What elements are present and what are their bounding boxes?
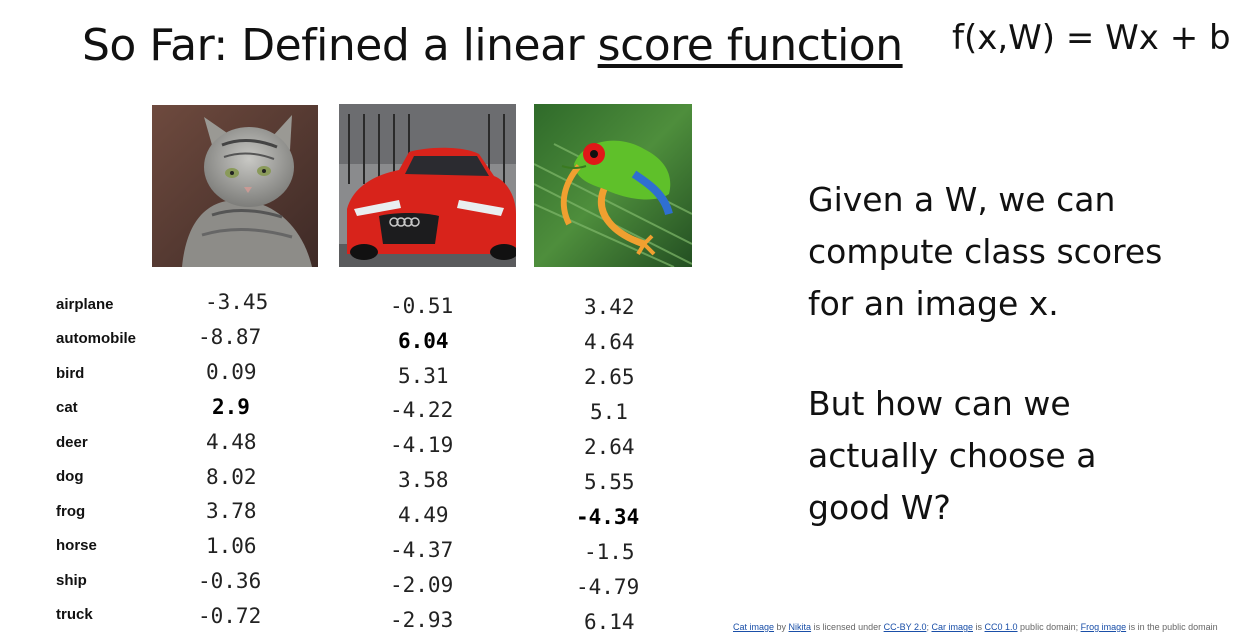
cat-score-ship: -0.36 xyxy=(198,569,262,593)
frog-image-link[interactable]: Frog image xyxy=(1080,622,1127,632)
frog-score-frog: -4.34 xyxy=(576,505,640,529)
car-score-deer: -4.19 xyxy=(390,433,454,457)
question-line: actually choose a xyxy=(808,436,1097,475)
class-label-horse: horse xyxy=(56,537,97,554)
credits-text: by xyxy=(774,622,789,632)
explanation-line: compute class scores xyxy=(808,232,1163,271)
credits-text: is licensed under xyxy=(811,622,884,632)
cat-score-truck: -0.72 xyxy=(198,604,262,628)
frog-score-airplane: 3.42 xyxy=(584,295,635,319)
cat-score-frog: 3.78 xyxy=(206,499,257,523)
cat-score-dog: 8.02 xyxy=(206,465,257,489)
explanation-paragraph-1: Given a W, we can compute class scores f… xyxy=(808,174,1162,330)
class-label-automobile: automobile xyxy=(56,330,137,347)
frog-score-automobile: 4.64 xyxy=(584,330,635,354)
car-score-automobile: 6.04 xyxy=(398,329,449,353)
cat-score-horse: 1.06 xyxy=(206,534,257,558)
car-score-dog: 3.58 xyxy=(398,468,449,492)
car-image-link[interactable]: Car image xyxy=(931,622,973,632)
credits-text: ; xyxy=(926,622,932,632)
class-label-deer: deer xyxy=(56,434,88,451)
image-credits: Cat image by Nikita is licensed under CC… xyxy=(733,622,1218,632)
frog-score-horse: -1.5 xyxy=(584,540,635,564)
cat-image xyxy=(152,105,318,267)
class-label-truck: truck xyxy=(56,606,93,623)
class-label-airplane: airplane xyxy=(56,296,114,313)
frog-score-truck: 6.14 xyxy=(584,610,635,634)
car-score-ship: -2.09 xyxy=(390,573,454,597)
class-label-cat: cat xyxy=(56,399,78,416)
explanation-line: for an image x. xyxy=(808,284,1059,323)
frog-score-bird: 2.65 xyxy=(584,365,635,389)
score-formula: f(x,W) = Wx + b xyxy=(952,18,1231,58)
explanation-paragraph-2: But how can we actually choose a good W? xyxy=(808,378,1096,534)
explanation-line: Given a W, we can xyxy=(808,180,1116,219)
question-line: good W? xyxy=(808,488,951,527)
class-label-frog: frog xyxy=(56,503,86,520)
car-score-frog: 4.49 xyxy=(398,503,449,527)
cat-score-bird: 0.09 xyxy=(206,360,257,384)
car-image xyxy=(339,104,516,267)
nikita-link[interactable]: Nikita xyxy=(788,622,812,632)
title-underlined: score function xyxy=(597,20,903,71)
class-label-dog: dog xyxy=(56,468,84,485)
car-score-bird: 5.31 xyxy=(398,364,449,388)
question-line: But how can we xyxy=(808,384,1071,423)
frog-image xyxy=(534,104,692,267)
car-score-airplane: -0.51 xyxy=(390,294,454,318)
cat-score-automobile: -8.87 xyxy=(198,325,262,349)
cat-score-deer: 4.48 xyxy=(206,430,257,454)
car-score-truck: -2.93 xyxy=(390,608,454,632)
class-label-ship: ship xyxy=(56,572,87,589)
frog-score-dog: 5.55 xyxy=(584,470,635,494)
credits-text: public domain; xyxy=(1017,622,1081,632)
car-score-cat: -4.22 xyxy=(390,398,454,422)
credits-text: is xyxy=(973,622,985,632)
cat-image-link[interactable]: Cat image xyxy=(733,622,775,632)
frog-score-deer: 2.64 xyxy=(584,435,635,459)
cc0-link[interactable]: CC0 1.0 xyxy=(984,622,1018,632)
credits-text: is in the public domain xyxy=(1126,622,1218,632)
frog-score-cat: 5.1 xyxy=(590,400,628,424)
cat-score-cat: 2.9 xyxy=(212,395,250,419)
frog-score-ship: -4.79 xyxy=(576,575,640,599)
slide-title: So Far: Defined a linear score function xyxy=(82,20,903,71)
class-label-bird: bird xyxy=(56,365,85,382)
cc-by-link[interactable]: CC-BY 2.0 xyxy=(883,622,927,632)
title-prefix: So Far: Defined a linear xyxy=(82,20,598,71)
cat-score-airplane: -3.45 xyxy=(205,290,269,314)
car-score-horse: -4.37 xyxy=(390,538,454,562)
